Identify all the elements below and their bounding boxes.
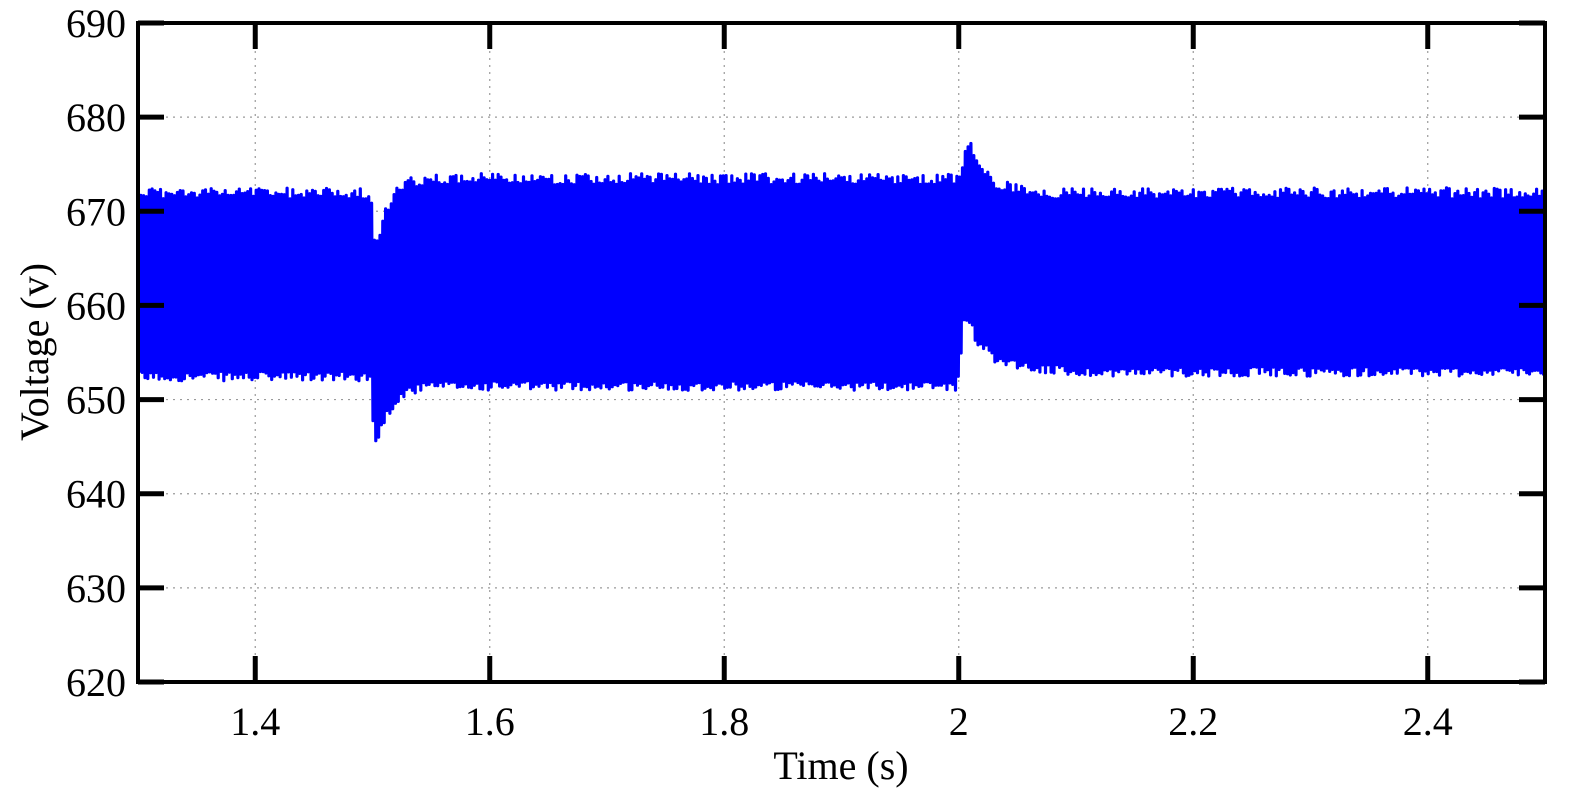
x-tick-label: 2.4	[1403, 699, 1453, 744]
y-tick-label: 670	[66, 189, 126, 234]
x-tick-label: 1.6	[465, 699, 515, 744]
y-tick-label: 630	[66, 566, 126, 611]
y-tick-label: 650	[66, 378, 126, 423]
y-tick-label: 640	[66, 472, 126, 517]
tick-marks	[138, 20, 1545, 685]
x-tick-label: 1.8	[699, 699, 749, 744]
plot-area	[136, 141, 1547, 443]
tick-labels: 1.4 1.6 1.8 2 2.2 2.4 620 630 640 650 660 670 680 690	[66, 1, 1453, 744]
y-tick-label: 660	[66, 283, 126, 328]
axes	[136, 21, 1547, 684]
y-tick-label: 690	[66, 1, 126, 46]
y-tick-label: 620	[66, 660, 126, 705]
y-tick-label: 680	[66, 95, 126, 140]
voltage-series-line	[136, 141, 1547, 443]
y-axis-label: Voltage (v)	[12, 263, 57, 441]
plot-frame	[136, 21, 1547, 684]
x-axis-label: Time (s)	[773, 743, 908, 788]
x-tick-label: 2.2	[1168, 699, 1218, 744]
x-tick-label: 2	[949, 699, 969, 744]
x-tick-label: 1.4	[230, 699, 280, 744]
